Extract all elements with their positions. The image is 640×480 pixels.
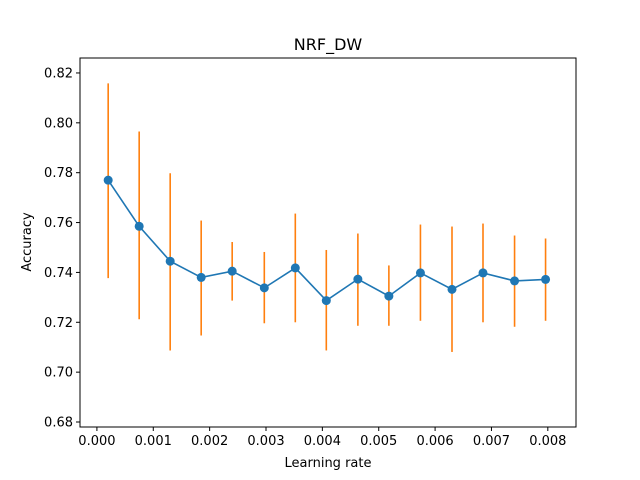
- x-axis-label: Learning rate: [285, 456, 372, 471]
- x-tick-label: 0.007: [473, 434, 510, 449]
- data-point: [103, 175, 113, 185]
- data-point: [321, 296, 331, 306]
- chart-title: NRF_DW: [294, 35, 363, 55]
- data-point: [447, 284, 457, 294]
- x-tick-label: 0.003: [247, 434, 284, 449]
- data-point: [134, 221, 144, 231]
- x-tick-label: 0.000: [78, 434, 115, 449]
- y-tick-label: 0.70: [44, 366, 73, 381]
- data-point: [541, 274, 551, 284]
- y-tick-label: 0.80: [44, 116, 73, 131]
- x-tick-label: 0.004: [304, 434, 341, 449]
- y-tick-label: 0.68: [44, 416, 73, 431]
- y-axis: 0.68 0.70 0.72 0.74 0.76 0.78 0.80 0.82: [44, 66, 80, 431]
- data-point: [227, 266, 237, 276]
- data-point: [478, 268, 488, 278]
- x-tick-label: 0.001: [135, 434, 172, 449]
- data-point: [290, 263, 300, 273]
- x-tick-label: 0.008: [529, 434, 566, 449]
- y-tick-label: 0.72: [44, 316, 73, 331]
- x-tick-label: 0.005: [360, 434, 397, 449]
- data-point: [415, 268, 425, 278]
- y-tick-label: 0.78: [44, 166, 73, 181]
- data-point: [384, 291, 394, 301]
- plot-area: [79, 57, 577, 428]
- y-axis-label: Accuracy: [20, 212, 35, 272]
- y-tick-label: 0.76: [44, 216, 73, 231]
- data-point: [165, 256, 175, 266]
- data-point: [353, 274, 363, 284]
- x-tick-label: 0.006: [416, 434, 453, 449]
- x-axis: 0.000 0.001 0.002 0.003 0.004 0.005 0.006 0.007…: [78, 427, 566, 449]
- y-tick-label: 0.74: [44, 266, 73, 281]
- data-point: [510, 276, 520, 286]
- y-tick-label: 0.82: [44, 66, 73, 81]
- data-point: [196, 272, 206, 282]
- axes-frame: [79, 57, 577, 428]
- data-point: [259, 283, 269, 293]
- x-tick-label: 0.002: [191, 434, 228, 449]
- data-points: [103, 175, 551, 306]
